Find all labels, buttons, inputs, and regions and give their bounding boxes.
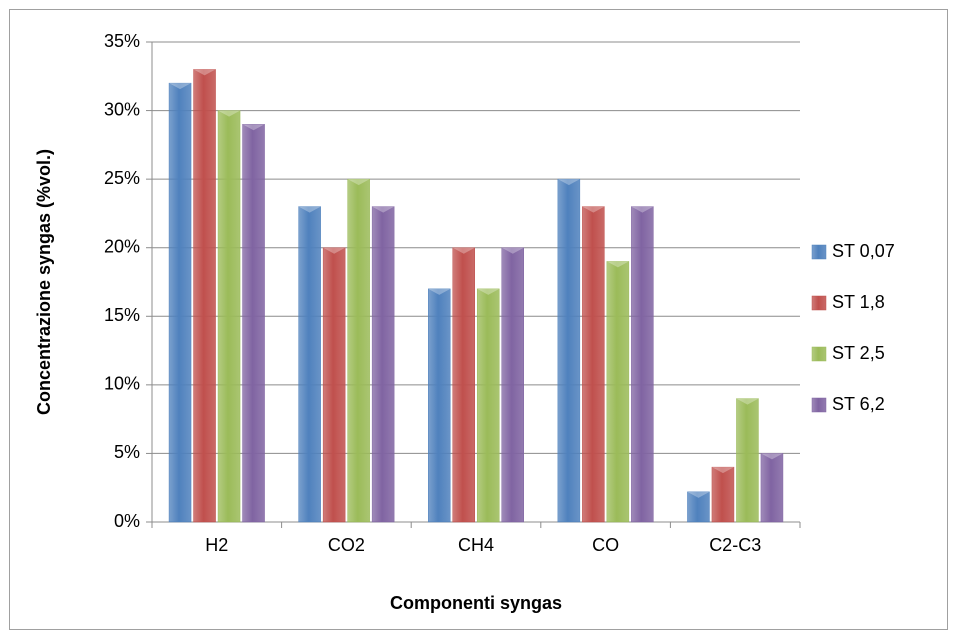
y-tick-label: 5% [114, 442, 140, 462]
legend-swatch [811, 397, 827, 413]
bar-cap [606, 261, 629, 268]
y-tick-label: 35% [104, 31, 140, 51]
bar-cap [218, 110, 241, 117]
bar [168, 82, 192, 523]
bar-cap [687, 491, 710, 498]
y-axis-title: Concentrazione syngas (%vol.) [34, 149, 54, 415]
bar [736, 398, 759, 523]
legend-label: ST 2,5 [832, 343, 885, 363]
bar-cap [501, 247, 524, 254]
y-tick-label: 20% [104, 236, 140, 256]
legend-label: ST 6,2 [832, 394, 885, 414]
bar-cap [557, 179, 580, 186]
bar [501, 247, 524, 523]
bar-cap [169, 83, 192, 90]
bar [193, 69, 216, 523]
bar [582, 206, 605, 523]
bar-cap [193, 69, 216, 76]
y-tick-label: 15% [104, 305, 140, 325]
bar [631, 206, 654, 523]
x-axis-title: Componenti syngas [390, 593, 562, 613]
bar [217, 110, 241, 523]
legend-swatch [811, 244, 827, 260]
bar [371, 206, 395, 523]
bar-cap [582, 206, 605, 213]
legend-label: ST 0,07 [832, 241, 895, 261]
bar-cap [736, 398, 759, 405]
bar [322, 247, 346, 523]
bar [557, 178, 581, 523]
y-tick-label: 25% [104, 168, 140, 188]
bar-cap [760, 453, 783, 460]
bar-cap [631, 206, 654, 213]
y-tick-label: 0% [114, 511, 140, 531]
legend-swatch [811, 295, 827, 311]
x-tick-label: CH4 [458, 535, 494, 555]
legend-label: ST 1,8 [832, 292, 885, 312]
x-tick-label: C2-C3 [709, 535, 761, 555]
bar [298, 206, 321, 523]
bar-cap [428, 288, 451, 295]
bar-cap [711, 467, 734, 474]
bar [711, 466, 735, 523]
bar-cap [477, 288, 500, 295]
bar-cap [298, 206, 321, 213]
bar-cap [323, 247, 346, 254]
bar-cap [372, 206, 395, 213]
bar [477, 288, 500, 523]
bar [452, 247, 475, 523]
y-tick-label: 10% [104, 374, 140, 394]
bar [428, 288, 451, 523]
x-tick-label: CO [592, 535, 619, 555]
bar-cap [242, 124, 265, 131]
x-tick-label: CO2 [328, 535, 365, 555]
bar [687, 491, 710, 523]
bar [242, 124, 265, 523]
y-tick-label: 30% [104, 99, 140, 119]
bar-cap [347, 179, 370, 186]
x-tick-label: H2 [205, 535, 228, 555]
bar-cap [452, 247, 475, 254]
bar [347, 178, 370, 523]
bar [760, 453, 784, 523]
legend-swatch [811, 346, 827, 362]
bar [606, 261, 630, 523]
